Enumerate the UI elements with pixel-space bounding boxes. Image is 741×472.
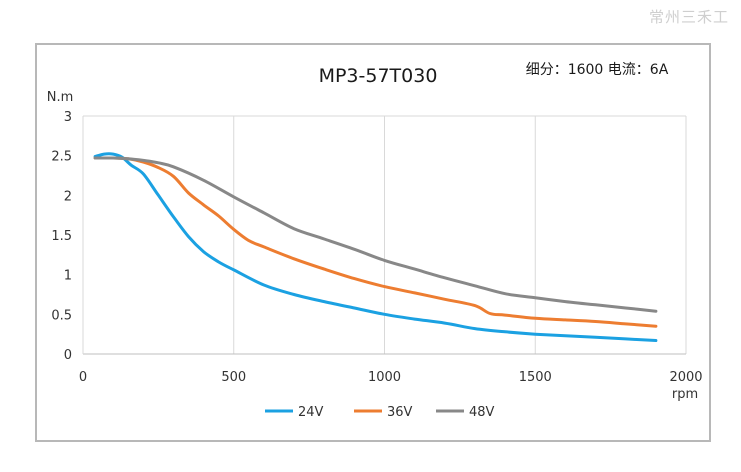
y-tick-label: 1.5 [51, 229, 72, 244]
y-tick-label: 2 [64, 189, 72, 204]
chart-frame [35, 43, 711, 442]
y-tick-label: 3 [64, 110, 72, 125]
x-axis-label: rpm [672, 387, 698, 402]
x-tick-label: 1000 [368, 370, 401, 385]
y-tick-label: 1 [64, 269, 72, 284]
legend-label-24V: 24V [298, 405, 324, 420]
legend-label-36V: 36V [387, 405, 413, 420]
x-tick-label: 0 [79, 370, 87, 385]
legend-label-48V: 48V [469, 405, 495, 420]
series-line-48V [93, 156, 658, 313]
x-tick-label: 2000 [669, 370, 702, 385]
x-tick-label: 1500 [519, 370, 552, 385]
x-tick-label: 500 [221, 370, 246, 385]
axes [82, 116, 686, 355]
grid-lines [83, 115, 687, 354]
y-tick-label: 2.5 [51, 150, 72, 165]
y-tick-label: 0 [64, 348, 72, 363]
chart-title: MP3-57T030 [319, 65, 438, 87]
legend: 24V 36V 48V [265, 405, 495, 420]
watermark-text: 常州三禾工 [648, 8, 729, 26]
series-line-36V [93, 156, 658, 328]
series-lines [93, 152, 658, 342]
y-tick-labels: 0 0.5 1 1.5 2 2.5 3 [51, 110, 72, 363]
y-tick-label: 0.5 [51, 308, 72, 323]
y-axis-label: N.m [47, 90, 74, 105]
chart-subtitle: 细分：1600 电流：6A [526, 62, 669, 78]
series-line-24V [93, 152, 658, 342]
x-tick-labels: 0 500 1000 1500 2000 [79, 370, 703, 385]
